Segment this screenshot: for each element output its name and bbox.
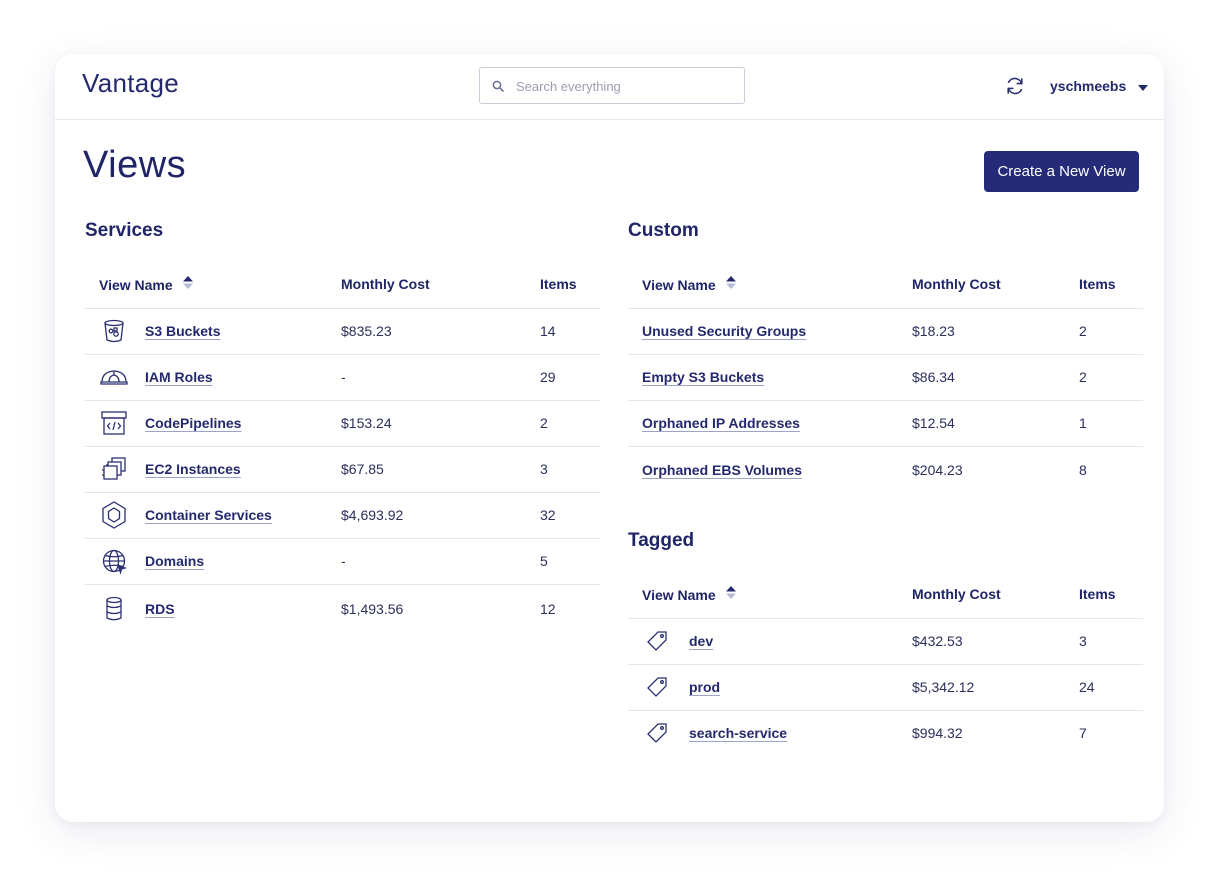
column-header-view-name[interactable]: View Name [628,571,912,619]
table-header-row: View Name Monthly Cost Items [628,261,1143,309]
column-header-items[interactable]: Items [1079,571,1143,619]
tag-icon [641,672,673,702]
cpu-stack-icon [98,454,130,484]
caret-down-icon [1138,79,1149,95]
search-input[interactable] [516,74,736,98]
item-count: 24 [1079,664,1143,711]
view-link[interactable]: Orphaned EBS Volumes [642,462,802,479]
table-row: S3 Buckets $835.23 14 [85,308,600,355]
tag-icon [641,718,673,748]
item-count: 14 [540,308,600,355]
monthly-cost: $18.23 [912,308,1079,355]
monthly-cost: - [341,354,540,401]
item-count: 29 [540,354,600,401]
column-header-monthly-cost[interactable]: Monthly Cost [341,261,540,309]
monthly-cost: $5,342.12 [912,664,1079,711]
monthly-cost: $204.23 [912,462,963,479]
app-logo[interactable]: Vantage [82,68,180,98]
table-row: RDS $1,493.56 12 [85,584,600,634]
monthly-cost: $67.85 [341,446,540,493]
column-header-items[interactable]: Items [540,261,600,309]
view-link[interactable]: Empty S3 Buckets [642,369,765,385]
item-count: 3 [540,446,600,493]
item-count: 12 [540,601,556,618]
table-row: search-service $994.32 7 [628,710,1143,756]
database-icon [98,594,130,624]
monthly-cost: $4,693.92 [341,492,540,539]
bucket-icon [98,316,130,346]
table-row: dev $432.53 3 [628,618,1143,665]
item-count: 1 [1079,400,1143,447]
column-header-monthly-cost[interactable]: Monthly Cost [912,571,1079,619]
view-link[interactable]: search-service [689,725,788,742]
column-header-monthly-cost[interactable]: Monthly Cost [912,261,1079,309]
view-link[interactable]: Container Services [145,507,272,523]
item-count: 2 [1079,308,1143,355]
create-view-button[interactable]: Create a New View [984,151,1139,192]
services-table: View Name Monthly Cost Items S3 Buckets … [85,261,600,634]
view-link[interactable]: IAM Roles [145,369,213,385]
view-link[interactable]: dev [689,633,714,649]
table-row: prod $5,342.12 24 [628,664,1143,711]
table-row: Container Services $4,693.92 32 [85,492,600,539]
view-link[interactable]: CodePipelines [145,415,242,431]
sort-icon[interactable] [182,275,193,292]
view-link[interactable]: EC2 Instances [145,461,241,477]
view-link[interactable]: RDS [145,601,175,618]
column-header-view-name[interactable]: View Name [85,261,341,309]
tagged-heading: Tagged [628,530,695,551]
table-row: Unused Security Groups $18.23 2 [628,308,1143,355]
hard-hat-icon [98,362,130,392]
monthly-cost: $432.53 [912,618,1079,665]
item-count: 2 [540,400,600,447]
table-header-row: View Name Monthly Cost Items [628,571,1143,619]
monthly-cost: $86.34 [912,354,1079,401]
item-count: 2 [1079,354,1143,401]
table-row: CodePipelines $153.24 2 [85,400,600,447]
tagged-table: View Name Monthly Cost Items dev $432.53 [628,571,1143,756]
custom-heading: Custom [628,220,699,241]
item-count: 8 [1079,462,1087,479]
code-box-icon [98,408,130,438]
app-window: Vantage yschmeebs Views Create a New Vie… [55,54,1164,822]
table-row: Empty S3 Buckets $86.34 2 [628,354,1143,401]
item-count: 3 [1079,618,1143,665]
username: yschmeebs [1050,78,1127,94]
view-link[interactable]: Orphaned IP Addresses [642,415,800,431]
table-row: Orphaned EBS Volumes $204.23 8 [628,446,1143,494]
item-count: 5 [540,538,600,585]
hexagon-icon [98,500,130,530]
monthly-cost: $835.23 [341,308,540,355]
view-link[interactable]: S3 Buckets [145,323,221,339]
user-menu[interactable]: yschmeebs [1050,78,1149,95]
top-bar: Vantage yschmeebs [55,54,1164,120]
page-title: Views [83,144,187,186]
sort-icon[interactable] [725,275,736,292]
monthly-cost: $994.32 [912,725,963,742]
refresh-icon[interactable] [1004,75,1026,102]
monthly-cost: - [341,538,540,585]
services-heading: Services [85,220,164,241]
monthly-cost: $153.24 [341,400,540,447]
table-row: EC2 Instances $67.85 3 [85,446,600,493]
search-box[interactable] [479,67,745,104]
column-header-view-name[interactable]: View Name [628,261,912,309]
view-link[interactable]: Unused Security Groups [642,323,807,339]
tag-icon [641,626,673,656]
table-row: Domains - 5 [85,538,600,585]
view-link[interactable]: prod [689,679,721,695]
view-link[interactable]: Domains [145,553,205,569]
table-row: IAM Roles - 29 [85,354,600,401]
item-count: 7 [1079,725,1087,742]
column-header-items[interactable]: Items [1079,261,1143,309]
search-icon [492,79,504,97]
globe-icon [98,546,130,576]
custom-table: View Name Monthly Cost Items Unused Secu… [628,261,1143,494]
sort-icon[interactable] [725,585,736,602]
monthly-cost: $12.54 [912,400,1079,447]
table-row: Orphaned IP Addresses $12.54 1 [628,400,1143,447]
monthly-cost: $1,493.56 [341,601,404,618]
table-header-row: View Name Monthly Cost Items [85,261,600,309]
item-count: 32 [540,492,600,539]
